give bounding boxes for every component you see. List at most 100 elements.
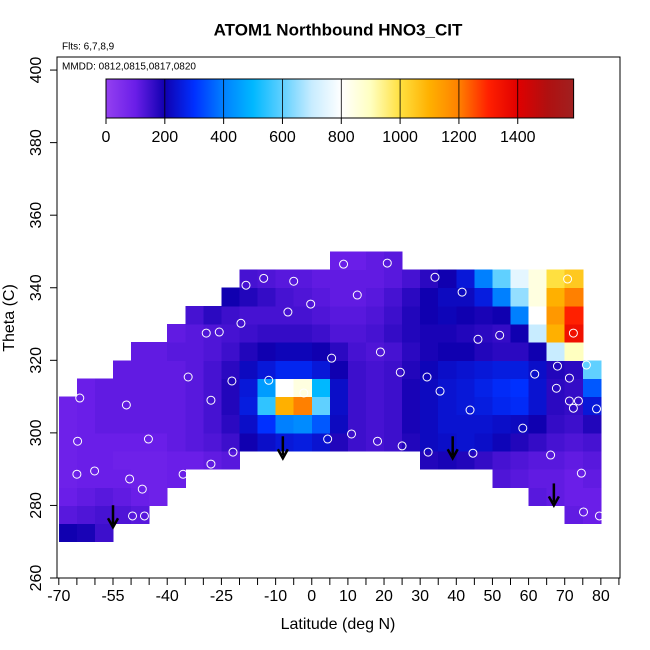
heatmap-cell <box>384 269 403 289</box>
heatmap-cell <box>546 269 566 289</box>
colorbar-tick-label: 1200 <box>441 129 477 146</box>
heatmap-cell <box>131 414 150 434</box>
heatmap-cell <box>239 360 259 379</box>
heatmap-cell <box>474 342 493 361</box>
heatmap-cell <box>456 342 475 361</box>
heatmap-cell <box>167 432 186 452</box>
heatmap-cell <box>347 432 367 452</box>
heatmap-cell <box>76 451 96 470</box>
heatmap-cell <box>528 396 548 416</box>
heatmap-cell <box>329 414 349 434</box>
colorbar-tick-label: 200 <box>151 129 178 146</box>
heatmap-cell <box>564 451 584 470</box>
heatmap-cell <box>474 305 493 325</box>
heatmap-cell <box>420 287 439 307</box>
x-tick-label: 10 <box>339 588 357 605</box>
heatmap-cell <box>438 414 457 434</box>
heatmap-cell <box>167 451 186 470</box>
heatmap-cell <box>94 396 114 416</box>
heatmap-cell <box>131 469 150 488</box>
heatmap-cell <box>420 378 439 398</box>
observation-point <box>137 484 147 494</box>
heatmap-cell <box>221 305 240 325</box>
heatmap-cell <box>384 287 403 307</box>
observation-point <box>125 474 135 484</box>
heatmap-cell <box>203 360 222 379</box>
heatmap-cell <box>510 269 530 289</box>
heatmap-cell <box>185 396 204 416</box>
observation-point <box>183 372 193 382</box>
heatmap-cell <box>131 378 150 398</box>
heatmap-cell <box>293 432 313 452</box>
observation-point <box>579 507 589 517</box>
observation-point <box>568 328 578 338</box>
heatmap-cell <box>293 342 313 361</box>
heatmap-cell <box>347 269 367 289</box>
heatmap-cell <box>257 360 277 379</box>
heatmap-cell <box>582 469 602 488</box>
observation-point <box>530 369 540 379</box>
heatmap-cell <box>275 342 295 361</box>
heatmap-cell <box>456 396 475 416</box>
heatmap-cell <box>384 360 403 379</box>
heatmap-cell <box>365 305 385 325</box>
x-tick-label: 50 <box>484 588 502 605</box>
observation-point <box>139 511 149 521</box>
heatmap-cell <box>149 432 168 452</box>
x-axis-label: Latitude (deg N) <box>281 616 396 633</box>
colorbar <box>105 78 575 119</box>
heatmap-cell <box>510 469 530 488</box>
heatmap-cell <box>564 378 584 398</box>
y-tick-label: 380 <box>28 129 45 156</box>
heatmap-cell <box>94 414 114 434</box>
heatmap-cell <box>185 414 204 434</box>
x-tick-label: 30 <box>411 588 429 605</box>
colorbar-tick-label: 400 <box>210 129 237 146</box>
heatmap-cell <box>492 414 512 434</box>
heatmap-cell <box>582 414 602 434</box>
heatmap-cell <box>203 432 222 452</box>
heatmap-cell <box>492 396 512 416</box>
heatmap-cell <box>510 378 530 398</box>
observation-point <box>382 258 392 268</box>
heatmap-cell <box>185 305 204 325</box>
arrow <box>106 505 120 530</box>
observation-point <box>128 511 138 521</box>
observation-point <box>430 272 440 282</box>
heatmap-cell <box>76 505 96 525</box>
heatmap-cell <box>564 487 584 506</box>
heatmap-cell <box>564 360 584 379</box>
heatmap-cell <box>203 396 222 416</box>
heatmap-cell <box>402 305 421 325</box>
heatmap-cell <box>329 287 349 307</box>
heatmap-cell <box>492 378 512 398</box>
heatmap-cell <box>510 342 530 361</box>
heatmap-cell <box>131 360 150 379</box>
heatmap-cell <box>528 269 548 289</box>
heatmap-cell <box>257 342 277 361</box>
heatmap-cell <box>329 378 349 398</box>
observation-point <box>72 469 82 479</box>
y-tick-label: 400 <box>28 57 45 84</box>
heatmap-cell <box>58 451 78 470</box>
heatmap-cell <box>510 414 530 434</box>
colorbar-tick-label: 600 <box>269 129 296 146</box>
heatmap-cell <box>564 505 584 525</box>
heatmap-cell <box>564 324 584 343</box>
heatmap-cell <box>94 378 114 398</box>
heatmap-cell <box>311 432 331 452</box>
heatmap-cell <box>293 324 313 343</box>
heatmap-cell <box>203 305 222 325</box>
heatmap-cell <box>167 342 186 361</box>
heatmap-cell <box>293 287 313 307</box>
heatmap-cell <box>365 342 385 361</box>
heatmap-cell <box>492 305 512 325</box>
heatmap-cell <box>510 360 530 379</box>
heatmap-cell <box>456 360 475 379</box>
heatmap-cell <box>239 287 259 307</box>
arrow <box>276 436 289 461</box>
heatmap-cell <box>94 451 114 470</box>
heatmap-cell <box>582 360 602 379</box>
heatmap-cell <box>221 360 240 379</box>
heatmap-cell <box>438 287 457 307</box>
